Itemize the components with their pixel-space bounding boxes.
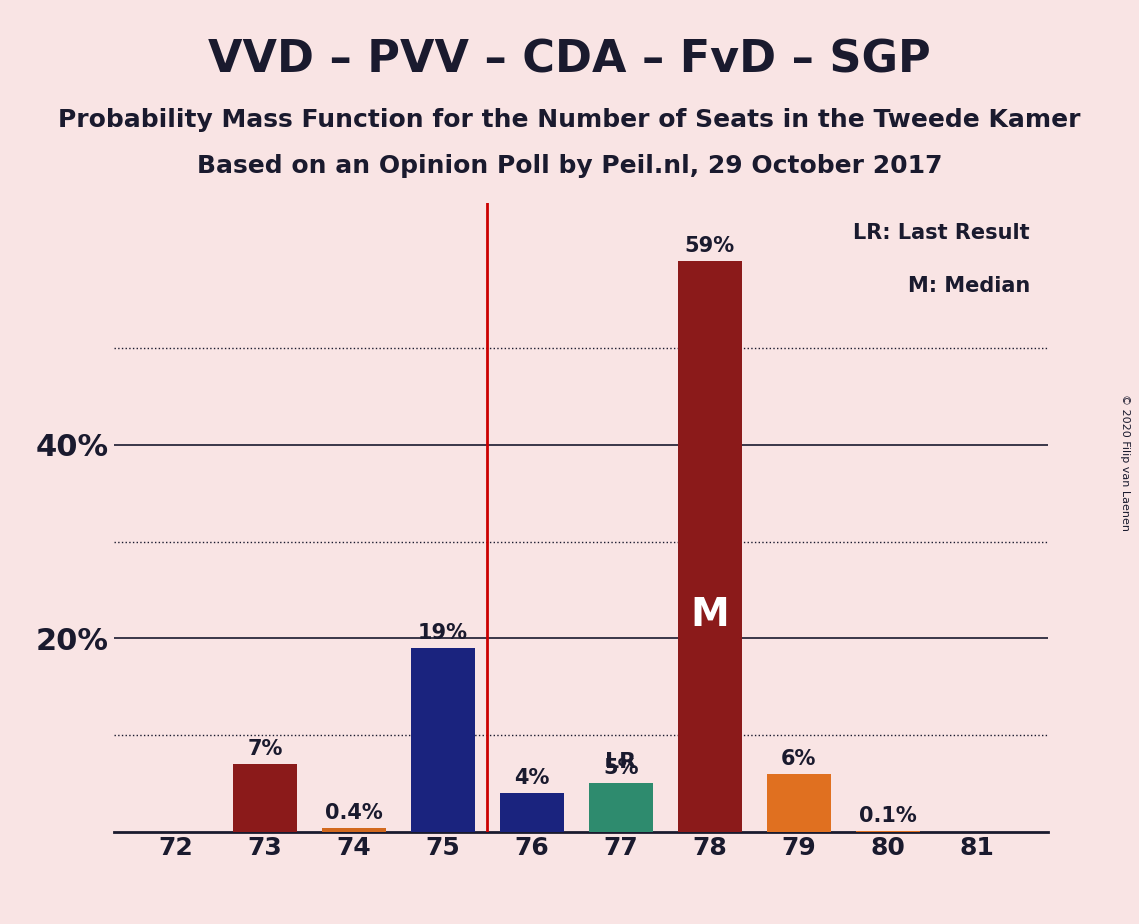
Bar — [500, 793, 564, 832]
Text: LR: Last Result: LR: Last Result — [853, 223, 1030, 243]
Bar — [233, 764, 297, 832]
Text: 0.1%: 0.1% — [859, 806, 917, 826]
Bar — [589, 784, 653, 832]
Text: LR: LR — [605, 751, 637, 772]
Text: © 2020 Filip van Laenen: © 2020 Filip van Laenen — [1121, 394, 1130, 530]
Text: 6%: 6% — [781, 748, 817, 769]
Text: 19%: 19% — [418, 623, 468, 643]
Text: M: M — [690, 596, 729, 634]
Bar — [678, 261, 741, 832]
Bar — [767, 773, 830, 832]
Text: 7%: 7% — [247, 739, 282, 760]
Bar — [411, 648, 475, 832]
Text: Probability Mass Function for the Number of Seats in the Tweede Kamer: Probability Mass Function for the Number… — [58, 108, 1081, 132]
Bar — [322, 828, 386, 832]
Text: 4%: 4% — [515, 768, 550, 788]
Bar — [855, 831, 920, 832]
Text: Based on an Opinion Poll by Peil.nl, 29 October 2017: Based on an Opinion Poll by Peil.nl, 29 … — [197, 154, 942, 178]
Text: 0.4%: 0.4% — [326, 803, 383, 823]
Text: 59%: 59% — [685, 237, 735, 257]
Text: VVD – PVV – CDA – FvD – SGP: VVD – PVV – CDA – FvD – SGP — [208, 39, 931, 81]
Text: 5%: 5% — [604, 759, 639, 778]
Text: M: Median: M: Median — [908, 275, 1030, 296]
